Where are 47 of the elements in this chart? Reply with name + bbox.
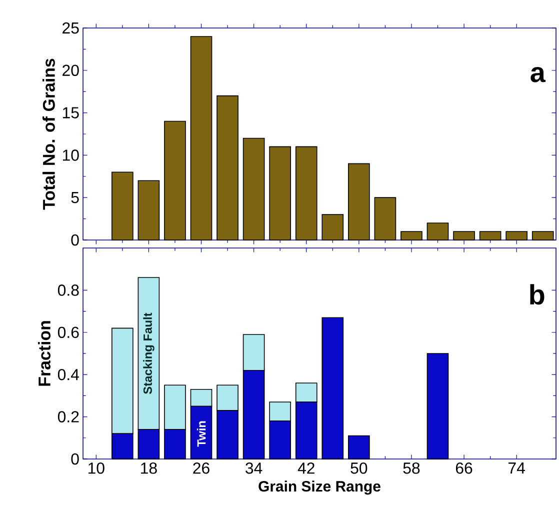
x-tick-label: 18 [141,462,157,474]
bar [426,353,449,460]
bar [322,214,344,240]
bar [216,95,238,240]
bar [348,163,370,240]
bar [190,36,212,240]
bar [506,231,528,240]
bar [322,317,344,460]
text: b [530,284,544,305]
x-tick-label: 66 [456,462,472,474]
y-tick-label: 0 [71,234,79,246]
y-tick-label: 0.6 [58,326,79,338]
x-axis-title: Grain Size Range [258,480,380,495]
x-tick-label: 50 [350,462,368,474]
annotation: Stacking Fault [143,312,154,394]
y-tick-label: 0.8 [58,284,79,296]
bar [374,197,396,240]
bar [348,435,370,460]
y-tick-label: 10 [62,150,79,161]
bar [532,231,554,240]
annotation: Twin [196,421,206,447]
bar [112,172,134,240]
bar [164,120,186,240]
y-tick-label: 25 [62,22,79,34]
x-tick-label: 42 [298,462,314,474]
bar [295,146,318,240]
y-tick-label: 0.2 [58,411,79,422]
bar [242,138,265,240]
y-tick-label: 20 [62,64,79,76]
x-tick-label: 26 [193,462,210,474]
bar [479,231,502,240]
x-tick-label: 34 [246,462,262,474]
bar [138,180,160,240]
bar [426,222,449,240]
x-tick-label: 74 [508,462,525,474]
x-tick-label: 10 [88,462,104,474]
y-axis-title: Fraction [38,321,50,386]
x-tick-label: 58 [403,462,420,474]
y-tick-label: 15 [62,107,79,118]
bar [269,146,291,240]
bar [453,231,475,240]
text: a [530,66,546,82]
y-tick-label: 5 [71,192,79,204]
bar [400,231,422,240]
y-tick-label: 0.4 [58,368,80,380]
y-axis-title: Total No. of Grains [42,58,55,210]
y-tick-label: 0 [71,453,79,465]
